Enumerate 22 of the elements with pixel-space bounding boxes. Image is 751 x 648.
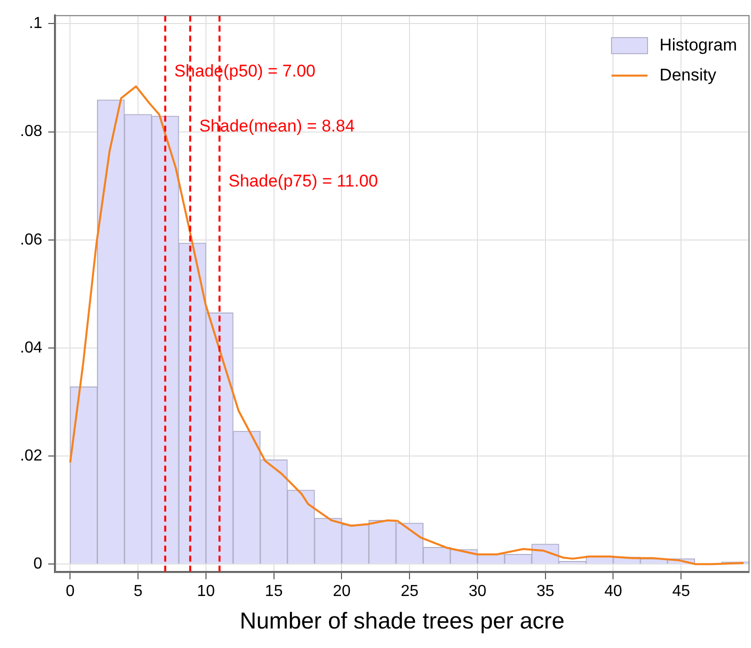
x-tick-label: 20 [332,583,351,600]
x-axis-title: Number of shade trees per acre [240,608,564,634]
y-tick-label: .06 [20,231,42,248]
x-tick-label: 45 [672,583,690,600]
x-tick-label: 10 [197,583,215,600]
y-tick-label: .08 [20,123,42,140]
x-tick-label: 5 [134,583,143,600]
y-tick-label: .02 [20,447,42,464]
x-tick-label: 30 [468,583,486,600]
x-tick-label: 25 [400,583,419,600]
y-tick-label: .04 [20,339,42,356]
x-tick-label: 15 [264,583,283,600]
ref-line-label: Shade(p50) = 7.00 [174,61,316,80]
ref-line-label: Shade(mean) = 8.84 [199,116,355,136]
x-tick-label: 35 [536,583,554,600]
ref-line-label: Shade(p75) = 11.00 [228,171,378,190]
y-tick-label: .1 [28,15,42,32]
legend-label: Density [660,65,717,84]
x-tick-label: 0 [66,583,75,600]
y-tick-label: 0 [33,556,42,572]
x-tick-label: 40 [604,583,622,600]
legend-label: Histogram [660,35,738,54]
